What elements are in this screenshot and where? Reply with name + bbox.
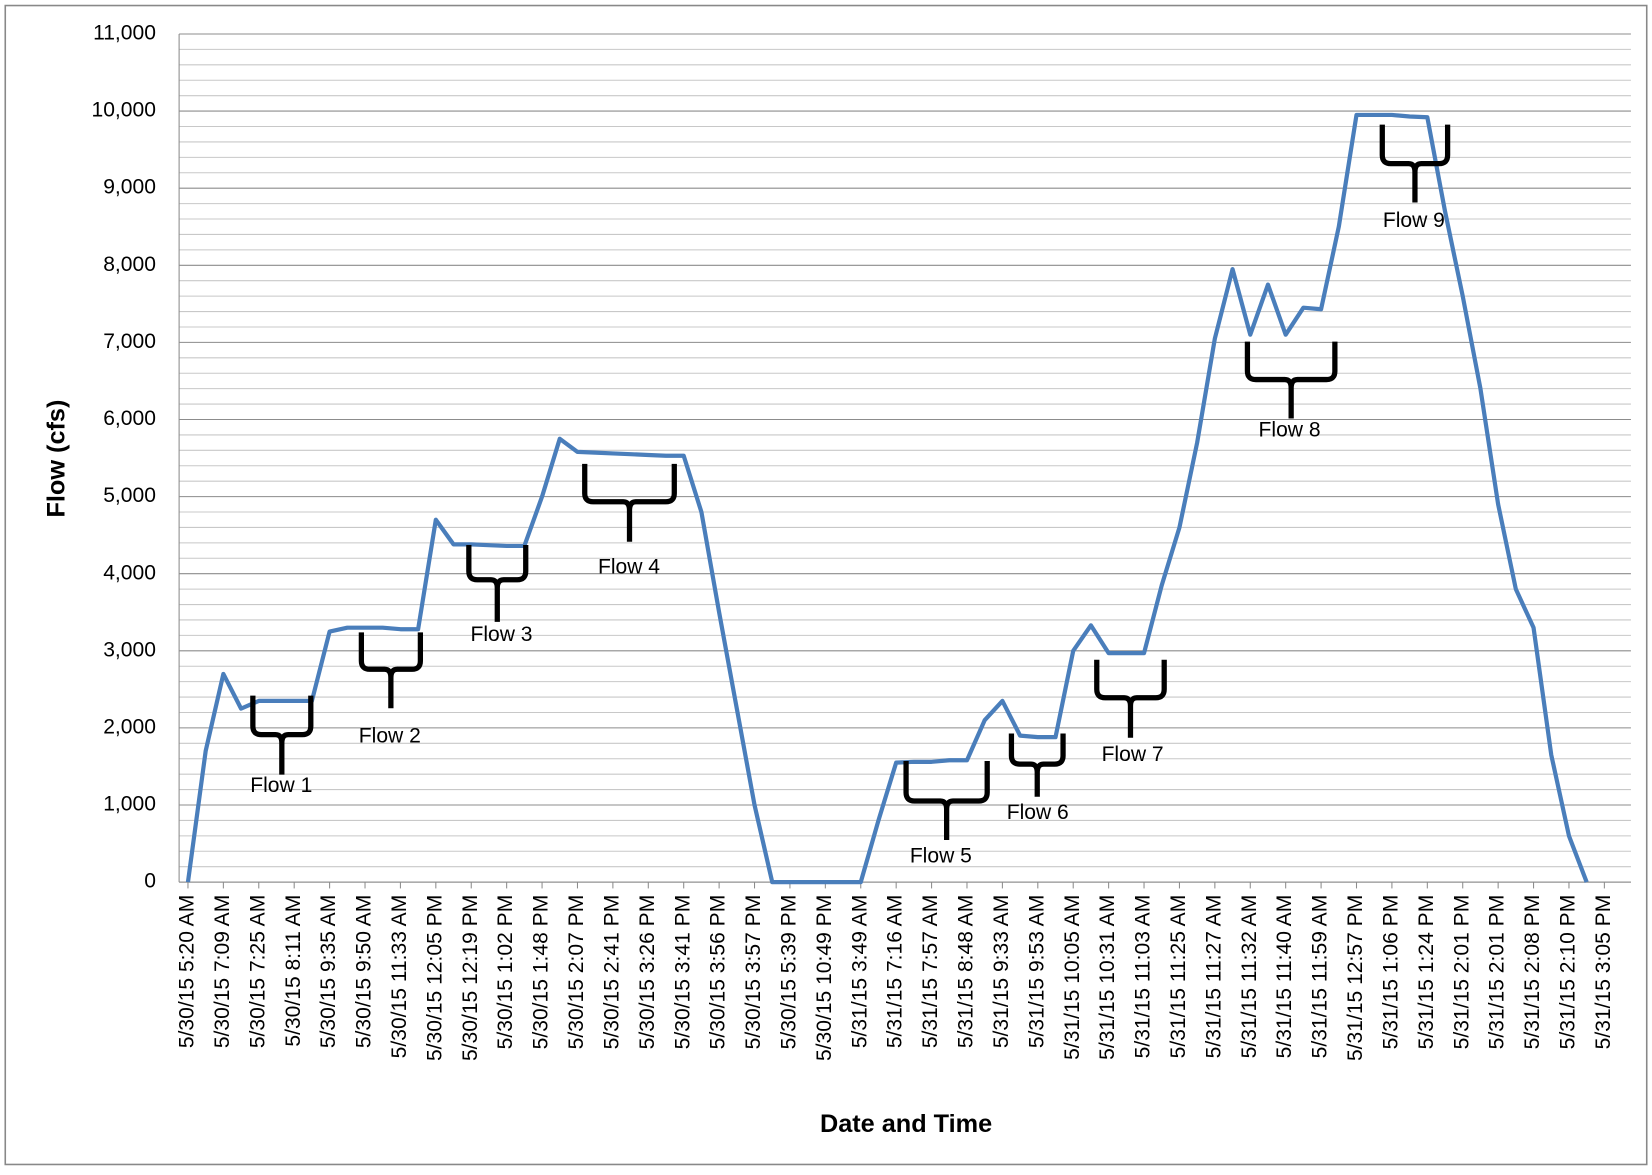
x-tick-label: 5/30/15 11:33 AM bbox=[388, 895, 411, 1059]
annotation-label: Flow 7 bbox=[1102, 743, 1164, 766]
annotation-label: Flow 9 bbox=[1383, 209, 1445, 232]
x-tick-label: 5/30/15 2:07 PM bbox=[565, 895, 588, 1050]
y-tick-label: 9,000 bbox=[103, 176, 156, 199]
x-tick-label: 5/30/15 1:02 PM bbox=[494, 895, 517, 1050]
annotation-label: Flow 3 bbox=[470, 623, 532, 646]
x-tick-label: 5/31/15 11:59 AM bbox=[1309, 895, 1332, 1059]
x-tick-label: 5/31/15 12:57 PM bbox=[1344, 895, 1367, 1061]
x-tick-label: 5/31/15 10:05 AM bbox=[1061, 895, 1084, 1060]
x-tick-label: 5/31/15 7:57 AM bbox=[919, 895, 942, 1048]
data-line bbox=[185, 112, 1589, 885]
annotation-label: Flow 1 bbox=[250, 774, 312, 797]
annotation-label: Flow 4 bbox=[598, 556, 660, 579]
x-tick-label: 5/31/15 9:33 AM bbox=[990, 895, 1013, 1048]
x-tick-label: 5/31/15 11:25 AM bbox=[1167, 895, 1190, 1059]
x-tick-label: 5/31/15 2:01 PM bbox=[1486, 895, 1509, 1050]
x-tick-label: 5/30/15 12:19 PM bbox=[459, 895, 482, 1061]
x-tick-label: 5/30/15 3:57 PM bbox=[742, 895, 765, 1050]
x-tick-label: 5/30/15 12:05 PM bbox=[423, 895, 446, 1061]
y-tick-label: 2,000 bbox=[103, 715, 156, 738]
x-tick-label: 5/31/15 1:24 PM bbox=[1415, 895, 1438, 1050]
annotation-label: Flow 5 bbox=[910, 844, 972, 867]
x-tick-label: 5/31/15 10:31 AM bbox=[1096, 895, 1119, 1060]
x-tick-label: 5/30/15 9:50 AM bbox=[353, 895, 376, 1048]
y-tick-label: 8,000 bbox=[103, 253, 156, 276]
x-tick-label: 5/30/15 9:35 AM bbox=[317, 895, 340, 1048]
x-tick-label: 5/30/15 5:39 PM bbox=[777, 895, 800, 1050]
x-tick-label: 5/31/15 11:32 AM bbox=[1238, 895, 1261, 1059]
x-tick-label: 5/31/15 11:40 AM bbox=[1273, 895, 1296, 1059]
x-tick-label: 5/30/15 5:20 AM bbox=[176, 895, 199, 1048]
y-tick-label: 5,000 bbox=[103, 484, 156, 507]
y-tick-label: 7,000 bbox=[103, 330, 156, 353]
x-tick-label: 5/30/15 8:11 AM bbox=[282, 895, 305, 1047]
x-tick-label: 5/30/15 3:26 PM bbox=[636, 895, 659, 1050]
y-tick-label: 10,000 bbox=[92, 99, 156, 122]
annotation-brace bbox=[582, 463, 677, 542]
x-tick-label: 5/30/15 2:41 PM bbox=[600, 895, 623, 1050]
annotation-label: Flow 6 bbox=[1007, 801, 1069, 824]
x-tick-label: 5/31/15 8:48 AM bbox=[955, 895, 978, 1048]
x-tick-label: 5/31/15 3:49 AM bbox=[848, 895, 871, 1048]
annotation-label: Flow 2 bbox=[359, 724, 421, 747]
chart-frame bbox=[4, 4, 1648, 1166]
x-tick-label: 5/30/15 7:25 AM bbox=[246, 895, 269, 1048]
y-tick-label: 1,000 bbox=[103, 793, 156, 816]
annotation-brace bbox=[1244, 341, 1338, 419]
annotation-brace bbox=[1008, 733, 1066, 797]
x-tick-label: 5/31/15 2:01 PM bbox=[1450, 895, 1473, 1050]
x-tick-label: 5/30/15 3:41 PM bbox=[671, 895, 694, 1050]
y-tick-label: 0 bbox=[144, 870, 156, 893]
annotation-brace bbox=[358, 632, 424, 709]
y-tick-label: 6,000 bbox=[103, 407, 156, 430]
x-tick-label: 5/31/15 11:27 AM bbox=[1202, 895, 1225, 1059]
annotation-brace bbox=[466, 544, 529, 622]
x-tick-label: 5/30/15 3:56 PM bbox=[707, 895, 730, 1050]
y-axis-title: Flow (cfs) bbox=[43, 400, 71, 518]
x-tick-label: 5/31/15 11:03 AM bbox=[1132, 895, 1155, 1059]
y-tick-label: 11,000 bbox=[93, 22, 156, 45]
x-tick-label: 5/31/15 1:06 PM bbox=[1379, 895, 1402, 1050]
y-tick-label: 3,000 bbox=[103, 638, 156, 661]
x-tick-label: 5/30/15 1:48 PM bbox=[530, 895, 553, 1050]
x-axis-title: Date and Time bbox=[820, 1110, 992, 1138]
annotation-brace bbox=[250, 695, 314, 775]
x-tick-label: 5/30/15 10:49 PM bbox=[813, 895, 836, 1061]
y-tick-label: 4,000 bbox=[103, 561, 156, 584]
annotation-brace bbox=[903, 760, 990, 840]
x-tick-label: 5/31/15 2:08 PM bbox=[1521, 895, 1544, 1050]
x-tick-label: 5/31/15 3:05 PM bbox=[1592, 895, 1615, 1050]
annotation-label: Flow 8 bbox=[1259, 419, 1321, 442]
x-tick-label: 5/31/15 2:10 PM bbox=[1557, 895, 1580, 1050]
annotation-brace bbox=[1094, 659, 1167, 738]
annotation-brace bbox=[1379, 124, 1451, 203]
x-tick-label: 5/31/15 7:16 AM bbox=[884, 895, 907, 1048]
x-tick-label: 5/31/15 9:53 AM bbox=[1025, 895, 1048, 1048]
x-tick-label: 5/30/15 7:09 AM bbox=[211, 895, 234, 1048]
